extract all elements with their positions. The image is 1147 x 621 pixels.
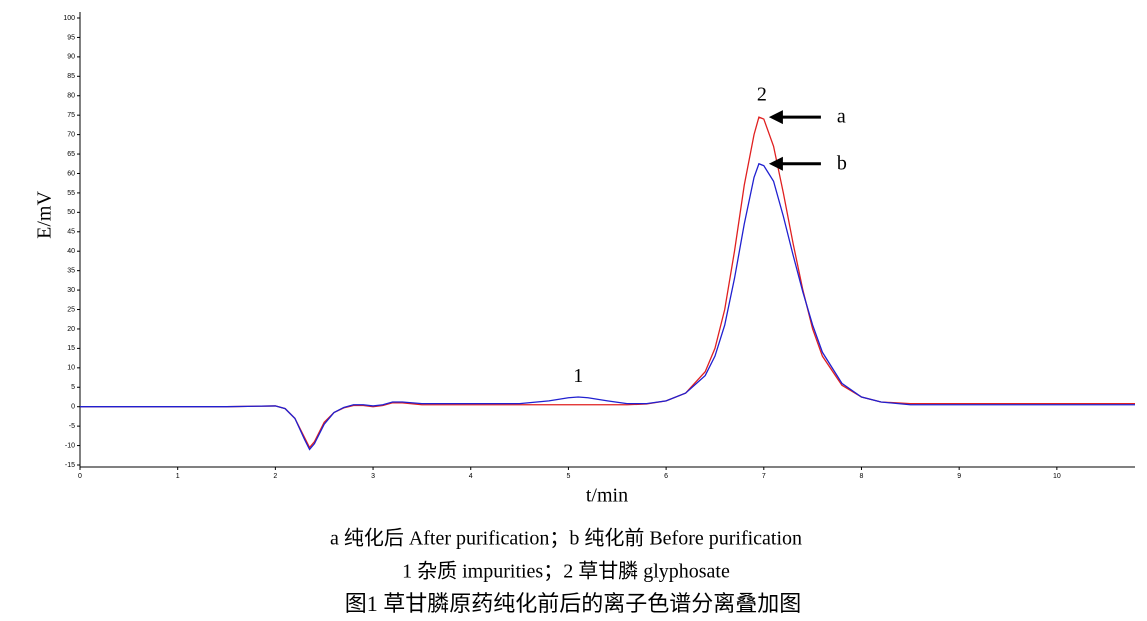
y-tick-label: 55 [67,190,75,197]
y-tick-label: 60 [67,170,75,177]
series-label: a [837,106,846,128]
y-tick-label: 10 [67,365,75,372]
x-tick-label: 10 [1053,473,1061,480]
y-axis-label: E/mV [34,191,56,239]
y-tick-label: 100 [63,15,75,22]
y-tick-label: 0 [71,404,75,411]
y-tick-label: 85 [67,73,75,80]
x-axis-label: t/min [586,485,628,507]
figure-title: 图1 草甘膦原药纯化前后的离子色谱分离叠加图 [345,591,802,616]
arrow-head [768,156,783,171]
y-tick-label: 30 [67,287,75,294]
series-line [80,116,1135,449]
y-tick-label: 45 [67,229,75,236]
y-tick-label: 5 [71,384,75,391]
y-tick-label: 40 [67,248,75,255]
y-tick-label: 20 [67,326,75,333]
y-tick-label: 15 [67,345,75,352]
caption: a 纯化后 After purification；b 纯化前 Before pu… [330,527,802,550]
y-tick-label: 75 [67,112,75,119]
caption: 1 杂质 impurities；2 草甘膦 glyphosate [402,560,730,583]
x-tick-label: 0 [78,473,82,480]
y-tick-label: -5 [69,423,75,430]
series-line [80,162,1135,451]
y-tick-label: 90 [67,54,75,61]
arrow-head [768,110,783,125]
y-tick-label: 50 [67,209,75,216]
x-tick-label: 6 [664,473,668,480]
x-tick-label: 1 [176,473,180,480]
x-tick-label: 4 [469,473,473,480]
x-tick-label: 5 [566,473,570,480]
y-tick-label: 70 [67,131,75,138]
y-tick-label: 65 [67,151,75,158]
y-tick-label: -10 [65,442,75,449]
peak-label: 1 [573,365,583,387]
x-tick-label: 2 [273,473,277,480]
series-label: b [837,152,847,174]
y-tick-label: 25 [67,306,75,313]
x-tick-label: 9 [957,473,961,480]
x-tick-label: 8 [860,473,864,480]
x-tick-label: 3 [371,473,375,480]
y-tick-label: 35 [67,267,75,274]
peak-label: 2 [757,83,767,105]
y-tick-label: -15 [65,462,75,469]
y-tick-label: 80 [67,93,75,100]
x-tick-label: 7 [762,473,766,480]
y-tick-label: 95 [67,34,75,41]
